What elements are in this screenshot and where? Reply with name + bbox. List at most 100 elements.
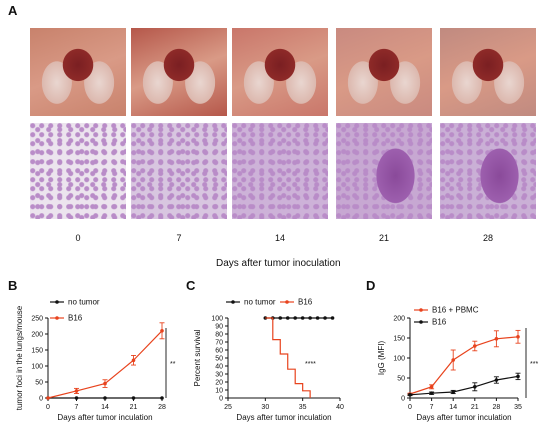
x-tick-label: 7 — [75, 404, 79, 411]
y-tick-label: 250 — [31, 316, 43, 323]
series-line-b16 — [409, 375, 519, 396]
x-tick-label: 35 — [514, 404, 522, 411]
legend-marker — [55, 300, 59, 304]
legend-label: B16 — [432, 318, 447, 327]
chart-panel-b: 0 50 100 150 200 250 0 7 14 21 28 Days after tumor … — [15, 298, 176, 423]
data-point — [131, 396, 136, 400]
y-tick-label: 90 — [215, 324, 223, 331]
day-label-14: 14 — [274, 233, 285, 243]
data-point — [103, 381, 107, 386]
y-tick-label: 200 — [393, 316, 405, 323]
y-tick-label: 0 — [39, 396, 43, 403]
y-tick-label: 10 — [215, 388, 223, 395]
data-point — [451, 390, 455, 394]
data-point — [278, 316, 283, 320]
legend-marker — [231, 300, 235, 304]
series-line-b16-pbmc — [409, 336, 519, 395]
x-tick-label: 0 — [408, 404, 412, 411]
data-point — [293, 316, 297, 320]
data-point — [451, 358, 455, 362]
data-point — [160, 396, 164, 400]
x-axis-label: Days after tumor inculation — [57, 413, 152, 422]
y-tick-label: 0 — [401, 396, 405, 403]
significance-label: *** — [530, 361, 538, 368]
day-label-0: 0 — [75, 233, 81, 243]
y-axis-label: IgG (MFI) — [377, 341, 386, 376]
legend-label: no tumor — [244, 298, 276, 307]
data-point — [429, 391, 434, 395]
histology-photo-day-0 — [30, 123, 126, 219]
y-tick-label: 70 — [215, 340, 223, 347]
day-label-28: 28 — [482, 233, 493, 243]
y-tick-label: 50 — [35, 380, 43, 387]
x-axis-label: Days after tumor inculation — [416, 413, 511, 422]
x-tick-label: 7 — [430, 404, 434, 411]
data-point — [473, 344, 477, 348]
panel-a-xlabel: Days after tumor inoculation — [216, 258, 341, 269]
y-tick-label: 100 — [393, 356, 405, 363]
data-point — [473, 385, 477, 389]
data-point — [323, 316, 327, 320]
significance-label: ** — [170, 361, 176, 368]
data-point — [315, 316, 320, 320]
series-line-b16 — [47, 330, 163, 399]
y-tick-label: 50 — [215, 356, 223, 363]
x-tick-label: 25 — [224, 404, 232, 411]
series-line-b16 — [265, 317, 311, 398]
y-tick-label: 200 — [31, 332, 43, 339]
significance-label: **** — [305, 361, 316, 368]
x-tick-label: 35 — [299, 404, 307, 411]
data-point — [160, 329, 164, 333]
data-point — [103, 396, 107, 400]
legend-marker — [419, 320, 423, 324]
panel-letter-c: C — [186, 278, 196, 293]
data-point — [285, 316, 290, 320]
panel-letter-b: B — [8, 278, 18, 293]
x-tick-label: 30 — [261, 404, 269, 411]
legend-marker — [55, 316, 59, 320]
histology-photo-day-21 — [336, 123, 432, 219]
y-tick-label: 100 — [31, 364, 43, 371]
legend-marker — [285, 300, 289, 304]
x-tick-label: 21 — [130, 404, 138, 411]
y-axis-label: Percent survival — [193, 329, 202, 386]
y-axis-label: tumor foci in the lungs/mouse — [15, 305, 24, 410]
legend-label: B16 — [298, 298, 313, 307]
y-tick-label: 50 — [397, 376, 405, 383]
data-point — [516, 374, 520, 379]
data-point — [74, 389, 79, 393]
data-point — [494, 337, 499, 341]
gross-lung-photo-day-14 — [232, 28, 328, 116]
data-point — [74, 396, 79, 400]
data-point — [263, 316, 268, 320]
data-point — [308, 316, 312, 320]
y-tick-label: 30 — [215, 372, 223, 379]
y-tick-label: 0 — [219, 396, 223, 403]
day-label-21: 21 — [378, 233, 389, 243]
legend-marker — [419, 308, 423, 312]
x-tick-label: 28 — [158, 404, 166, 411]
legend-label: B16 + PBMC — [432, 306, 479, 315]
gross-lung-photo-day-7 — [131, 28, 227, 116]
y-tick-label: 60 — [215, 348, 223, 355]
data-point — [46, 396, 50, 400]
histology-photo-day-7 — [131, 123, 227, 219]
y-tick-label: 20 — [215, 380, 223, 387]
legend-label: B16 — [68, 314, 83, 323]
gross-lung-photo-day-28 — [440, 28, 536, 116]
y-tick-label: 100 — [211, 316, 223, 323]
histology-photo-day-28 — [440, 123, 536, 219]
y-tick-label: 150 — [393, 336, 405, 343]
data-point — [429, 385, 434, 389]
data-point — [494, 378, 499, 382]
panel-letter-a: A — [8, 3, 18, 18]
data-point — [408, 393, 412, 397]
x-tick-label: 28 — [493, 404, 501, 411]
legend-label: no tumor — [68, 298, 100, 307]
histology-photo-day-14 — [232, 123, 328, 219]
day-label-7: 7 — [176, 233, 182, 243]
data-point — [516, 335, 520, 339]
y-tick-label: 40 — [215, 364, 223, 371]
